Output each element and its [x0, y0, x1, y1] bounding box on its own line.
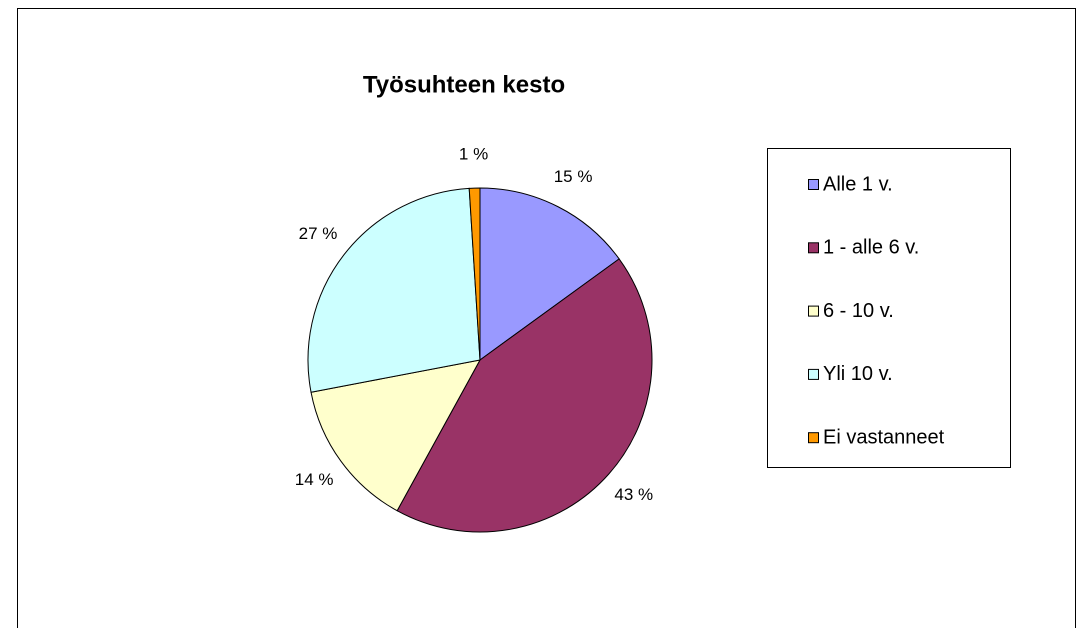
- chart-frame: [17, 8, 1076, 628]
- legend-swatch: [808, 368, 819, 380]
- legend-swatch: [808, 179, 819, 190]
- pie-slice: [310, 359, 481, 512]
- data-label: 1 %: [459, 145, 488, 164]
- pie-slice: [468, 187, 481, 361]
- legend-swatch: [808, 242, 819, 254]
- legend-label: Yli 10 v.: [823, 363, 893, 385]
- pie-slice: [307, 187, 481, 393]
- data-label: 14 %: [295, 470, 334, 489]
- data-label: 27 %: [299, 224, 338, 243]
- legend-swatch: [808, 305, 819, 317]
- legend-label: 1 - alle 6 v.: [823, 237, 919, 259]
- data-label: 15 %: [554, 167, 593, 186]
- legend-label: Ei vastanneet: [823, 426, 945, 448]
- pie-slice: [396, 258, 653, 533]
- pie-slice: [479, 187, 620, 361]
- legend-label: 6 - 10 v.: [823, 300, 894, 322]
- chart-title: Työsuhteen kesto: [363, 71, 565, 98]
- legend-label: Alle 1 v.: [823, 173, 893, 195]
- legend-swatch: [808, 432, 819, 444]
- data-label: 43 %: [614, 485, 653, 504]
